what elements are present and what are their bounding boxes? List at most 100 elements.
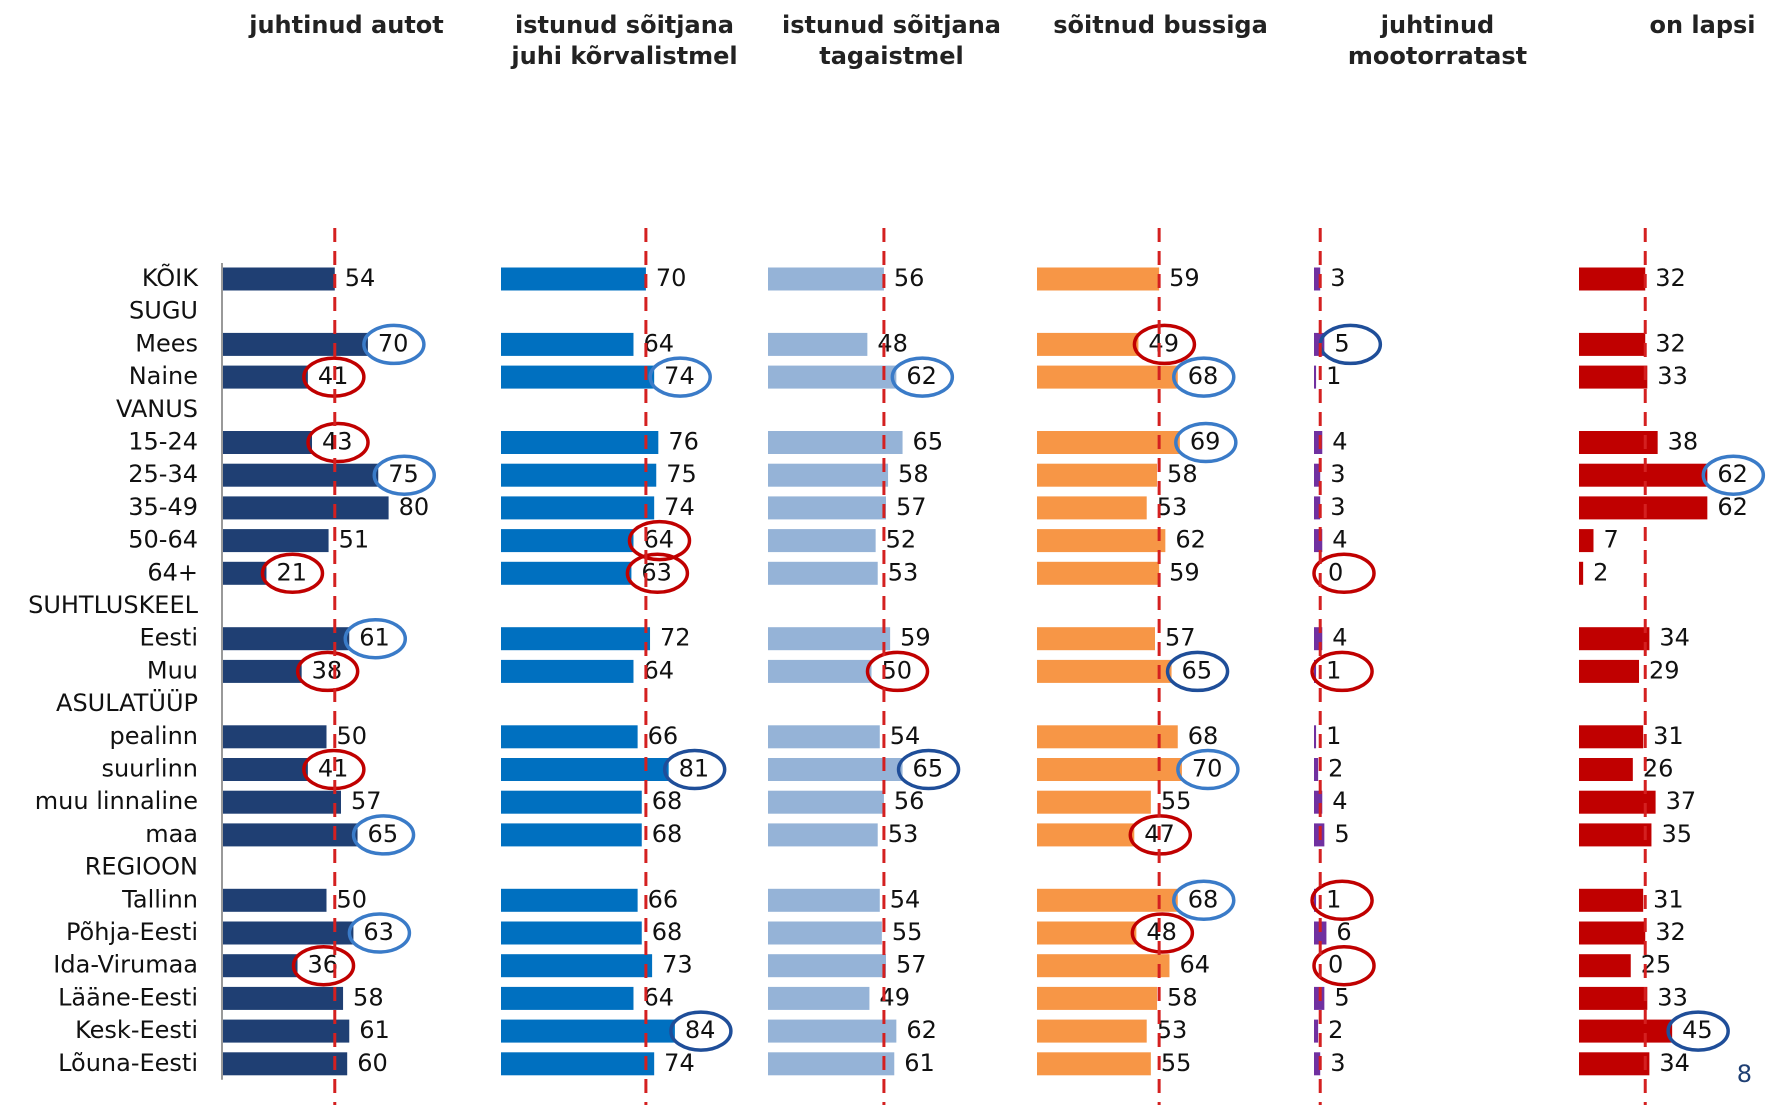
value-label: 53 bbox=[888, 820, 919, 848]
bar bbox=[501, 463, 657, 487]
value-label: 2 bbox=[1328, 755, 1343, 783]
value-label: 2 bbox=[1328, 1016, 1343, 1044]
value-label: 35 bbox=[1661, 820, 1692, 848]
category-label: 15-24 bbox=[128, 428, 198, 456]
value-label: 34 bbox=[1659, 1049, 1690, 1077]
value-label: 37 bbox=[1666, 787, 1697, 815]
value-label: 65 bbox=[913, 428, 944, 456]
bar bbox=[768, 725, 880, 749]
bar bbox=[768, 529, 876, 553]
value-label: 74 bbox=[664, 1049, 695, 1077]
highlight-circle bbox=[351, 814, 416, 856]
bar bbox=[1037, 921, 1137, 945]
value-label: 31 bbox=[1653, 885, 1684, 913]
value-label: 32 bbox=[1655, 264, 1686, 292]
bar bbox=[1314, 496, 1321, 520]
value-label: 84 bbox=[685, 1016, 716, 1044]
value-label: 48 bbox=[877, 329, 908, 357]
value-label: 31 bbox=[1653, 722, 1684, 750]
value-label: 66 bbox=[648, 885, 679, 913]
panel-title: istunud sõitjana tagaistmel bbox=[782, 11, 1001, 70]
bar bbox=[1037, 267, 1160, 291]
panel-title: juhtinud mootorratast bbox=[1347, 11, 1528, 70]
highlight-circle bbox=[1165, 650, 1230, 693]
bar bbox=[223, 463, 379, 487]
highlight-circle bbox=[1310, 650, 1374, 693]
value-label: 1 bbox=[1326, 885, 1341, 913]
bar bbox=[768, 332, 868, 356]
bar bbox=[223, 725, 327, 749]
value-label: 4 bbox=[1332, 526, 1347, 554]
value-label: 53 bbox=[1157, 1016, 1188, 1044]
highlight-circle bbox=[1176, 748, 1240, 791]
value-label: 65 bbox=[913, 755, 944, 783]
bar bbox=[1314, 529, 1323, 553]
highlight-circle bbox=[362, 323, 426, 366]
bar bbox=[768, 627, 891, 651]
bar bbox=[223, 561, 267, 585]
bar bbox=[1037, 529, 1166, 553]
value-label: 38 bbox=[1668, 428, 1699, 456]
bar bbox=[223, 758, 308, 781]
bar bbox=[768, 431, 903, 454]
value-label: 52 bbox=[886, 526, 917, 554]
category-label: VANUS bbox=[116, 395, 198, 423]
bar bbox=[223, 790, 341, 814]
bar bbox=[501, 431, 659, 454]
category-label: Lääne-Eesti bbox=[58, 983, 198, 1011]
highlight-circle bbox=[347, 912, 412, 954]
category-label: suurlinn bbox=[101, 755, 198, 783]
category-label: Mees bbox=[135, 329, 198, 357]
category-label: SUGU bbox=[129, 297, 198, 325]
value-label: 58 bbox=[1167, 460, 1198, 488]
value-label: 0 bbox=[1328, 951, 1343, 979]
value-label: 5 bbox=[1334, 329, 1349, 357]
bar bbox=[1314, 627, 1323, 651]
bar bbox=[768, 888, 880, 912]
value-label: 33 bbox=[1657, 362, 1688, 390]
bar bbox=[768, 561, 878, 585]
highlight-circle bbox=[1132, 323, 1197, 366]
value-label: 72 bbox=[660, 624, 691, 652]
value-label: 5 bbox=[1334, 983, 1349, 1011]
bar bbox=[768, 659, 872, 683]
value-label: 33 bbox=[1657, 983, 1688, 1011]
value-label: 55 bbox=[1161, 787, 1192, 815]
highlight-circle bbox=[260, 552, 325, 595]
value-label: 68 bbox=[1188, 362, 1219, 390]
highlight-circle bbox=[1172, 356, 1236, 398]
bar bbox=[1579, 725, 1644, 749]
value-label: 43 bbox=[322, 428, 353, 456]
category-label: Kesk-Eesti bbox=[75, 1016, 198, 1044]
value-label: 70 bbox=[656, 264, 687, 292]
bar bbox=[768, 496, 886, 520]
bar bbox=[501, 823, 642, 847]
category-label: 25-34 bbox=[128, 460, 198, 488]
value-label: 38 bbox=[312, 656, 343, 684]
value-label: 57 bbox=[896, 951, 927, 979]
bar bbox=[501, 332, 634, 356]
bar bbox=[1579, 921, 1646, 945]
bar bbox=[1579, 790, 1656, 814]
value-label: 57 bbox=[1165, 624, 1196, 652]
highlight-circle bbox=[865, 650, 930, 693]
value-label: 56 bbox=[894, 787, 925, 815]
value-label: 54 bbox=[890, 885, 921, 913]
value-label: 76 bbox=[668, 428, 699, 456]
bar bbox=[501, 659, 634, 683]
value-label: 53 bbox=[1157, 493, 1188, 521]
value-label: 61 bbox=[904, 1049, 935, 1077]
bar bbox=[1037, 986, 1158, 1010]
value-label: 65 bbox=[1182, 656, 1213, 684]
value-label: 66 bbox=[648, 722, 679, 750]
highlight-circle bbox=[648, 356, 712, 398]
value-label: 59 bbox=[1169, 264, 1200, 292]
bar bbox=[1579, 267, 1646, 291]
category-label: Naine bbox=[129, 362, 198, 390]
bar bbox=[1037, 888, 1178, 912]
highlight-circle bbox=[306, 421, 370, 464]
bar bbox=[501, 627, 651, 651]
category-label: SUHTLUSKEEL bbox=[28, 591, 199, 619]
value-label: 62 bbox=[1717, 493, 1748, 521]
